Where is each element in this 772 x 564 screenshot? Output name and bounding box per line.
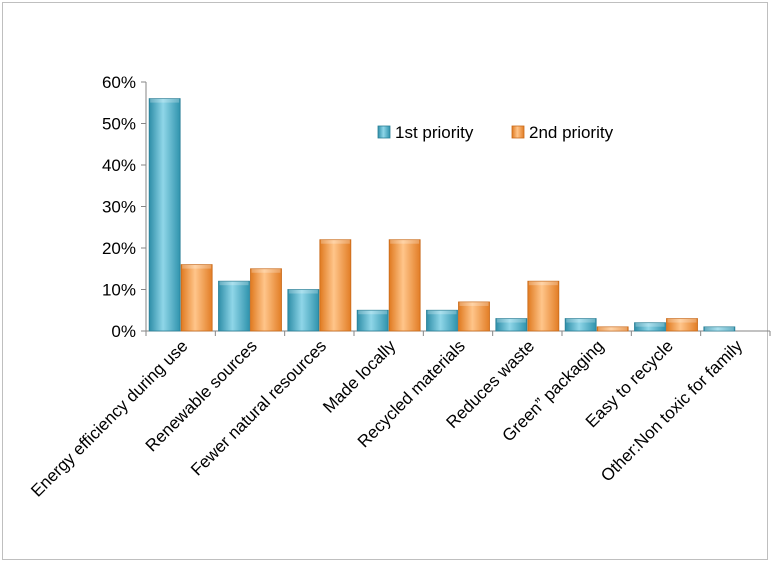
legend-swatch — [511, 125, 525, 139]
bar-second-priority — [458, 301, 490, 332]
bar-first-priority — [356, 309, 389, 332]
x-category-label: Other:Non toxic for family — [597, 336, 746, 485]
bar-first-priority — [287, 289, 320, 332]
bar-second-priority — [180, 264, 213, 332]
y-tick-label: 10% — [102, 281, 136, 300]
bars — [148, 98, 736, 332]
legend: 1st priority 2nd priority — [377, 123, 614, 142]
bar-first-priority — [495, 318, 528, 332]
bar-first-priority — [634, 322, 666, 332]
bar-second-priority — [250, 268, 282, 332]
y-tick-label: 30% — [102, 198, 136, 217]
bar-second-priority — [319, 239, 352, 332]
y-axis: 0% 10% 20% 30% 40% 50% 60% — [102, 73, 771, 341]
y-tick-label: 20% — [102, 239, 136, 258]
bar-first-priority — [218, 280, 250, 332]
y-tick-label: 0% — [111, 322, 136, 341]
legend-label: 2nd priority — [529, 123, 614, 142]
bar-first-priority — [148, 98, 181, 332]
bar-first-priority — [426, 309, 458, 332]
legend-label: 1st priority — [395, 123, 474, 142]
y-tick-label: 60% — [102, 73, 136, 92]
bar-second-priority — [527, 280, 560, 332]
x-category-label: Fewer natural resources — [187, 336, 330, 479]
bar-second-priority — [596, 326, 629, 332]
bar-first-priority — [703, 326, 736, 332]
y-tick-label: 40% — [102, 156, 136, 175]
bar-second-priority — [388, 239, 421, 332]
y-tick-label: 50% — [102, 115, 136, 134]
legend-swatch — [377, 125, 391, 139]
bar-second-priority — [666, 318, 698, 332]
bar-first-priority — [564, 318, 597, 332]
